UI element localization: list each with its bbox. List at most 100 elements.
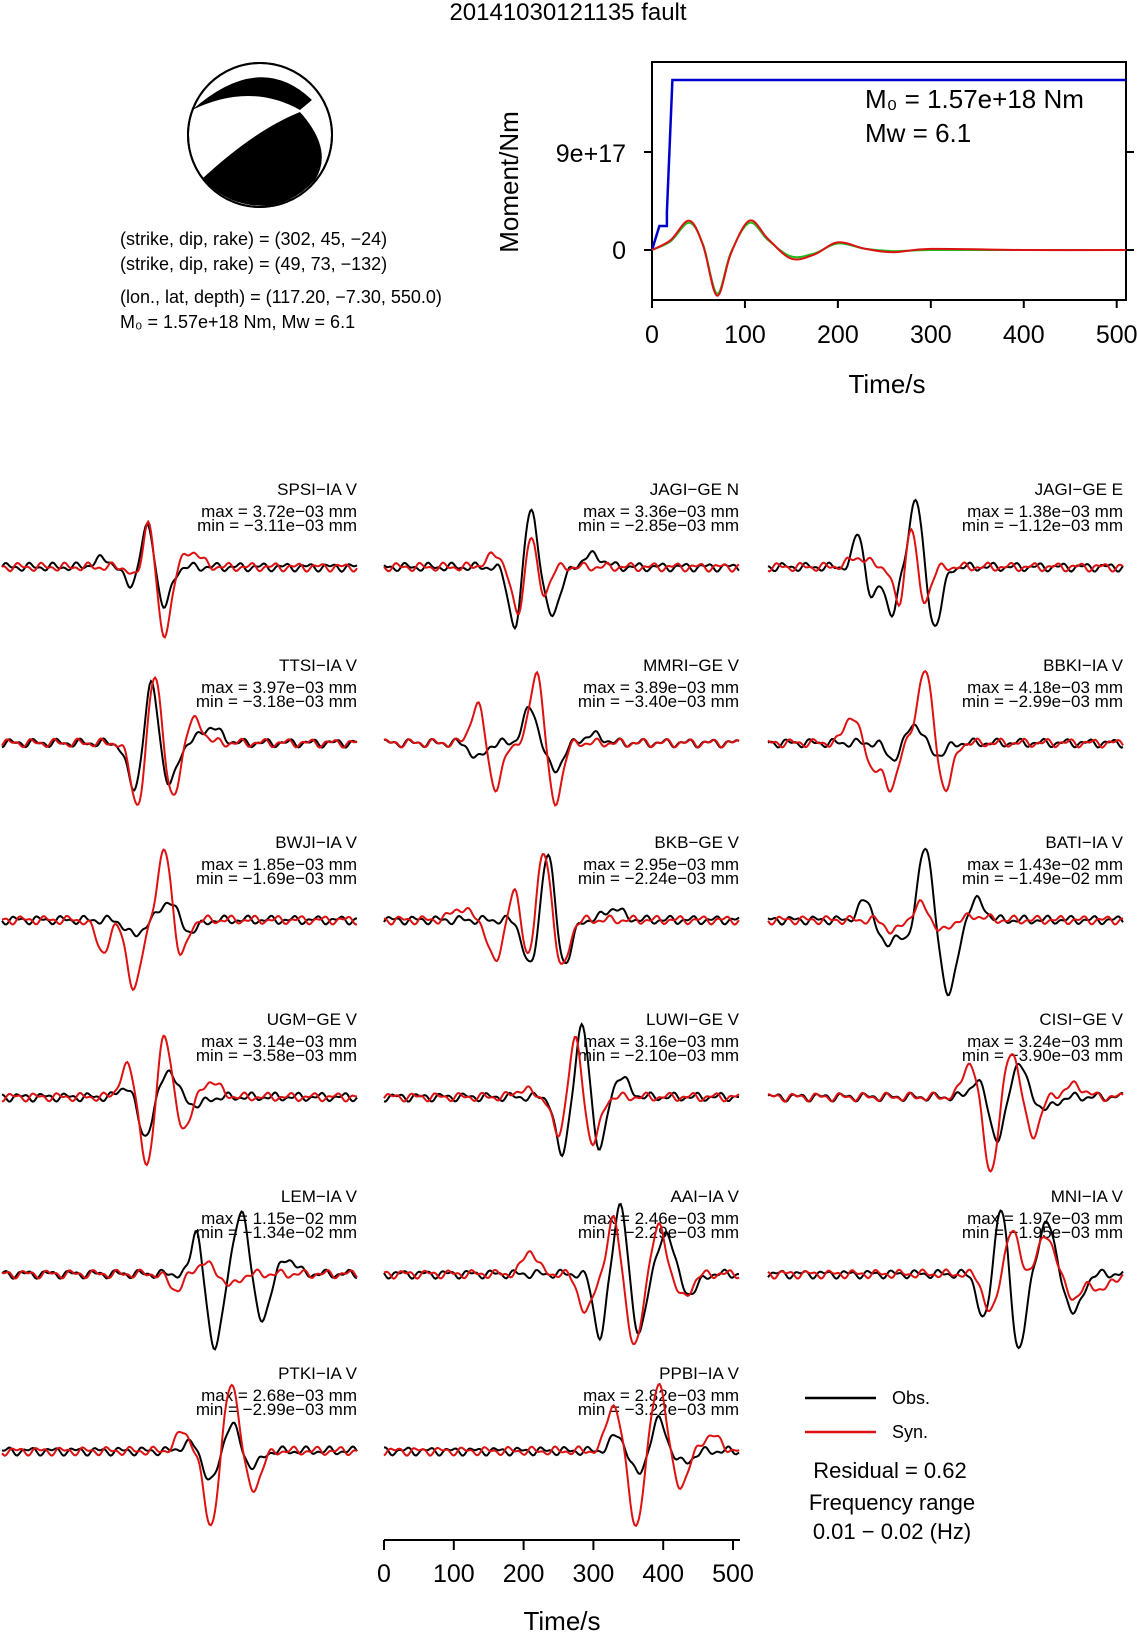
station-name: JAGI−GE E: [1035, 480, 1123, 499]
observed-trace: [383, 705, 740, 774]
station-max: max = 1.38e−03 mm: [967, 502, 1123, 521]
synthetic-trace: [383, 1035, 740, 1147]
bottom-xtick-label: 400: [642, 1560, 684, 1588]
synthetic-trace: [767, 527, 1124, 608]
bottom-xtick-label: 500: [712, 1560, 754, 1588]
figure-title: 20141030121135 fault: [449, 0, 686, 26]
synthetic-trace: [1, 675, 358, 806]
residual-label: Residual = 0.62: [813, 1458, 967, 1483]
observed-trace: [383, 1202, 740, 1342]
moment-rate-red-line: [651, 219, 1127, 297]
station-name: AAI−IA V: [670, 1187, 739, 1206]
moment-xtick-label: 100: [724, 321, 766, 349]
moment-ylabel: Moment/Nm: [494, 111, 524, 253]
moment-mw-label: Mw = 6.1: [865, 118, 971, 148]
legend: Obs. Syn. Residual = 0.62 Frequency rang…: [805, 1388, 975, 1544]
moment-ytick-9e17: 9e+17: [556, 140, 626, 168]
station-min: min = −3.18e−03 mm: [196, 692, 357, 711]
synthetic-trace: [767, 669, 1124, 793]
moment-xtick-label: 400: [1003, 321, 1045, 349]
station-max: max = 1.97e−03 mm: [967, 1209, 1123, 1228]
moment-m0-label: M₀ = 1.57e+18 Nm: [865, 84, 1084, 114]
observed-trace: [383, 853, 740, 965]
station-max: max = 3.14e−03 mm: [201, 1032, 357, 1051]
beachball: [187, 62, 333, 208]
moment-ytick-0: 0: [612, 237, 626, 265]
station-name: SPSI−IA V: [277, 480, 358, 499]
station-min: min = −3.11e−03 mm: [197, 516, 357, 535]
frequency-range-value: 0.01 − 0.02 (Hz): [813, 1519, 971, 1544]
observed-trace: [1, 1069, 358, 1137]
synthetic-trace: [1, 848, 358, 992]
moment-xtick-label: 300: [910, 321, 952, 349]
station-name: LUWI−GE V: [646, 1010, 740, 1029]
synthetic-trace: [1, 519, 358, 639]
moment-cumulative-line: [650, 78, 1126, 251]
nodal-plane-1: (strike, dip, rake) = (302, 45, −24): [120, 229, 387, 249]
moment-panel-frame: [651, 61, 1127, 301]
synthetic-trace: [767, 1053, 1124, 1173]
synthetic-trace: [1, 1260, 358, 1293]
bottom-xtick-label: 100: [433, 1560, 475, 1588]
bottom-axis-ticks: 0 100 200 300 400 500: [377, 1540, 754, 1588]
bottom-time-axis: 0 100 200 300 400 500 Time/s: [377, 1539, 754, 1635]
station-name: LEM−IA V: [281, 1187, 358, 1206]
legend-obs-label: Obs.: [892, 1388, 930, 1408]
station-name: BWJI−IA V: [275, 833, 357, 852]
moment-summary: M₀ = 1.57e+18 Nm, Mw = 6.1: [120, 312, 355, 332]
station-name: UGM−GE V: [267, 1010, 358, 1029]
station-name: BKB−GE V: [654, 833, 739, 852]
moment-axis-ticks: [644, 151, 1134, 308]
station-name: BBKI−IA V: [1043, 656, 1124, 675]
station-min: min = −1.69e−03 mm: [196, 869, 357, 888]
station-max: max = 1.85e−03 mm: [201, 855, 357, 874]
beachball-compression-lower: [203, 112, 322, 206]
station-name: CISI−GE V: [1039, 1010, 1123, 1029]
station-max: max = 3.36e−03 mm: [583, 502, 739, 521]
station-min: min = −2.99e−03 mm: [962, 692, 1123, 711]
station-max: max = 2.68e−03 mm: [201, 1386, 357, 1405]
station-max: max = 1.43e−02 mm: [967, 855, 1123, 874]
station-min: min = −2.85e−03 mm: [578, 516, 739, 535]
station-max: max = 2.95e−03 mm: [583, 855, 739, 874]
moment-xtick-label: 0: [645, 321, 659, 349]
station-name: JAGI−GE N: [650, 480, 739, 499]
station-name: PTKI−IA V: [278, 1364, 358, 1383]
station-min: min = −1.12e−03 mm: [962, 516, 1123, 535]
station-min: min = −2.24e−03 mm: [578, 869, 739, 888]
station-min: min = −3.90e−03 mm: [962, 1046, 1123, 1065]
observed-trace: [383, 1414, 740, 1475]
bottom-xlabel: Time/s: [523, 1606, 600, 1635]
synthetic-trace: [1, 1383, 358, 1527]
station-min: min = −3.40e−03 mm: [578, 692, 739, 711]
bottom-xtick-label: 300: [573, 1560, 615, 1588]
observed-trace: [767, 1062, 1124, 1144]
synthetic-trace: [383, 853, 740, 965]
station-max: max = 3.16e−03 mm: [583, 1032, 739, 1051]
bottom-xtick-label: 200: [503, 1560, 545, 1588]
moment-xtick-labels: 0 100 200 300 400 500: [645, 321, 1137, 349]
moment-curves: [650, 78, 1127, 297]
station-name: BATI−IA V: [1045, 833, 1123, 852]
station-min: min = −1.49e−02 mm: [962, 869, 1123, 888]
synthetic-trace: [1, 1034, 357, 1167]
legend-syn-label: Syn.: [892, 1422, 928, 1442]
moment-xtick-label: 200: [817, 321, 859, 349]
moment-xtick-label: 500: [1096, 321, 1137, 349]
synthetic-trace: [767, 1229, 1124, 1313]
station-max: max = 2.82e−03 mm: [583, 1386, 739, 1405]
station-max: max = 3.97e−03 mm: [201, 678, 357, 697]
station-name: PPBI−IA V: [659, 1364, 740, 1383]
